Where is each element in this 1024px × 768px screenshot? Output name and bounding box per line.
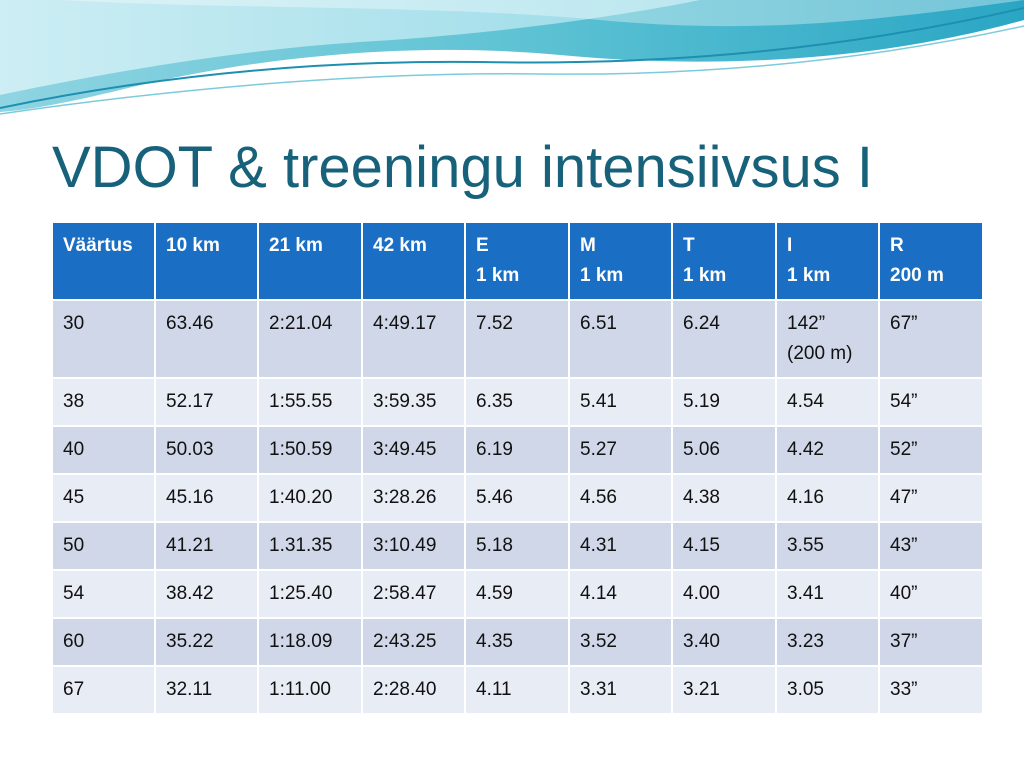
table-cell: 2:28.40 — [361, 665, 466, 715]
table-cell: 5.41 — [568, 377, 673, 427]
table-cell: 2:21.04 — [257, 299, 363, 379]
table-cell: 4.59 — [464, 569, 570, 619]
table-cell: 3.05 — [775, 665, 880, 715]
table-cell: 3.40 — [671, 617, 777, 667]
table-row: 38 52.17 1:55.55 3:59.35 6.35 5.41 5.19 … — [51, 377, 984, 427]
decorative-wave-header — [0, 0, 1024, 115]
table-cell: 50.03 — [154, 425, 259, 475]
table-cell: 4.00 — [671, 569, 777, 619]
table-cell: 5.18 — [464, 521, 570, 571]
col-header-r: R 200 m — [878, 221, 984, 301]
table-cell: 2:43.25 — [361, 617, 466, 667]
table-cell: 3:49.45 — [361, 425, 466, 475]
table-cell: 4.38 — [671, 473, 777, 523]
table-cell: 4.42 — [775, 425, 880, 475]
table-cell: 4.31 — [568, 521, 673, 571]
table-row: 30 63.46 2:21.04 4:49.17 7.52 6.51 6.24 … — [51, 299, 984, 379]
table-cell: 3.41 — [775, 569, 880, 619]
table-cell: 33” — [878, 665, 984, 715]
table-cell: 50 — [51, 521, 156, 571]
table-cell: 60 — [51, 617, 156, 667]
table-cell: 30 — [51, 299, 156, 379]
table-cell: 1:40.20 — [257, 473, 363, 523]
table-cell: 52” — [878, 425, 984, 475]
table-cell: 45 — [51, 473, 156, 523]
table-cell: 5.19 — [671, 377, 777, 427]
table-cell: 52.17 — [154, 377, 259, 427]
col-header-21km: 21 km — [257, 221, 363, 301]
table-row: 60 35.22 1:18.09 2:43.25 4.35 3.52 3.40 … — [51, 617, 984, 667]
col-header-i: I 1 km — [775, 221, 880, 301]
col-header-42km: 42 km — [361, 221, 466, 301]
table-cell: 40 — [51, 425, 156, 475]
table-cell: 1:18.09 — [257, 617, 363, 667]
table-cell: 3.23 — [775, 617, 880, 667]
table-cell: 5.46 — [464, 473, 570, 523]
table-cell: 38.42 — [154, 569, 259, 619]
table-cell: 1:11.00 — [257, 665, 363, 715]
table-cell: 40” — [878, 569, 984, 619]
table-cell: 3:28.26 — [361, 473, 466, 523]
table-cell: 67 — [51, 665, 156, 715]
col-header-m: M 1 km — [568, 221, 673, 301]
table-row: 45 45.16 1:40.20 3:28.26 5.46 4.56 4.38 … — [51, 473, 984, 523]
table-row: 54 38.42 1:25.40 2:58.47 4.59 4.14 4.00 … — [51, 569, 984, 619]
table-cell: 4.35 — [464, 617, 570, 667]
slide-title: VDOT & treeningu intensiivsus I — [52, 135, 873, 200]
col-header-vaartus: Väärtus — [51, 221, 156, 301]
table-cell: 63.46 — [154, 299, 259, 379]
table-cell: 32.11 — [154, 665, 259, 715]
table-cell: 54 — [51, 569, 156, 619]
table-cell: 3.31 — [568, 665, 673, 715]
table-cell: 4.14 — [568, 569, 673, 619]
table-cell: 35.22 — [154, 617, 259, 667]
table-cell: 45.16 — [154, 473, 259, 523]
table-cell: 3:10.49 — [361, 521, 466, 571]
table-cell: 38 — [51, 377, 156, 427]
table-cell: 4:49.17 — [361, 299, 466, 379]
table-cell: 6.35 — [464, 377, 570, 427]
table-cell: 1:50.59 — [257, 425, 363, 475]
col-header-t: T 1 km — [671, 221, 777, 301]
table-cell: 4.54 — [775, 377, 880, 427]
table-cell: 4.15 — [671, 521, 777, 571]
table-cell: 47” — [878, 473, 984, 523]
table-cell: 5.06 — [671, 425, 777, 475]
table-cell: 1:25.40 — [257, 569, 363, 619]
table-cell: 4.11 — [464, 665, 570, 715]
table-cell: 43” — [878, 521, 984, 571]
table-cell: 7.52 — [464, 299, 570, 379]
table-row: 50 41.21 1.31.35 3:10.49 5.18 4.31 4.15 … — [51, 521, 984, 571]
table-cell: 1.31.35 — [257, 521, 363, 571]
table-cell: 2:58.47 — [361, 569, 466, 619]
col-header-10km: 10 km — [154, 221, 259, 301]
vdot-intensity-table: Väärtus 10 km 21 km 42 km E 1 km M 1 km … — [51, 221, 984, 715]
table-cell: 142” (200 m) — [775, 299, 880, 379]
table-cell: 4.56 — [568, 473, 673, 523]
table-cell: 54” — [878, 377, 984, 427]
table-cell: 4.16 — [775, 473, 880, 523]
table-cell: 1:55.55 — [257, 377, 363, 427]
table-cell: 6.19 — [464, 425, 570, 475]
table-cell: 67” — [878, 299, 984, 379]
col-header-e: E 1 km — [464, 221, 570, 301]
table-row: 40 50.03 1:50.59 3:49.45 6.19 5.27 5.06 … — [51, 425, 984, 475]
table-cell: 41.21 — [154, 521, 259, 571]
table-cell: 5.27 — [568, 425, 673, 475]
table-cell: 3.52 — [568, 617, 673, 667]
table-cell: 37” — [878, 617, 984, 667]
table-cell: 3.55 — [775, 521, 880, 571]
table-header-row: Väärtus 10 km 21 km 42 km E 1 km M 1 km … — [51, 221, 984, 301]
table-cell: 6.51 — [568, 299, 673, 379]
table-cell: 3.21 — [671, 665, 777, 715]
table-row: 67 32.11 1:11.00 2:28.40 4.11 3.31 3.21 … — [51, 665, 984, 715]
table-cell: 6.24 — [671, 299, 777, 379]
table-cell: 3:59.35 — [361, 377, 466, 427]
